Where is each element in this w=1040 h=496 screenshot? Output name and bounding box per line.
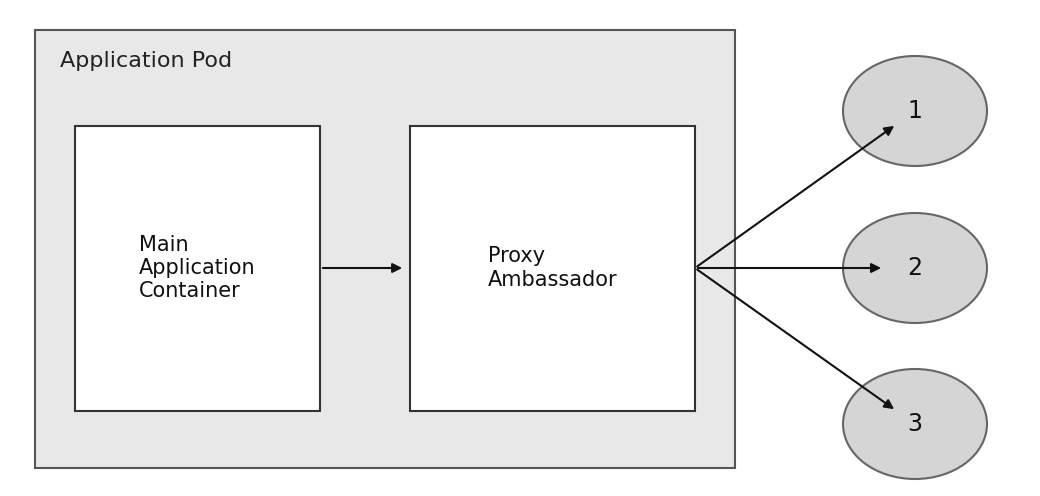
- Ellipse shape: [843, 56, 987, 166]
- Text: 2: 2: [908, 256, 922, 280]
- Text: Application Pod: Application Pod: [60, 51, 232, 71]
- Bar: [35, 30, 735, 468]
- Ellipse shape: [843, 213, 987, 323]
- Text: Proxy
Ambassador: Proxy Ambassador: [488, 247, 618, 290]
- Ellipse shape: [843, 369, 987, 479]
- Text: 1: 1: [908, 99, 922, 123]
- Bar: [75, 126, 320, 411]
- Text: 3: 3: [908, 412, 922, 436]
- Bar: [410, 126, 695, 411]
- Text: Main
Application
Container: Main Application Container: [139, 235, 256, 301]
